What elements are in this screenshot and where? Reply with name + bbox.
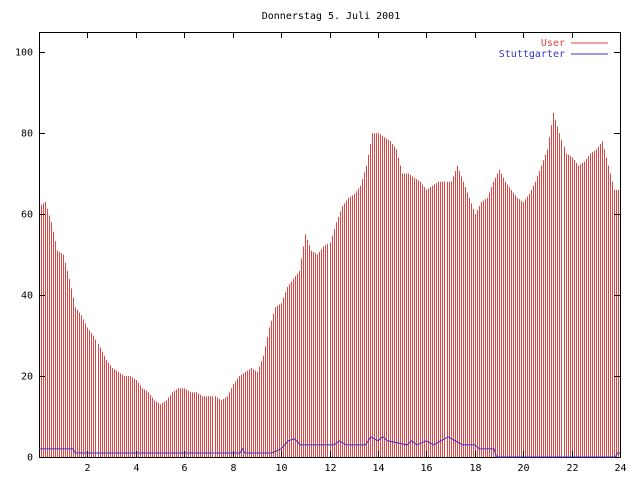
legend-user-label: User [541, 38, 565, 49]
x-tick-label: 18 [469, 463, 481, 474]
chart-title: Donnerstag 5. Juli 2001 [262, 11, 400, 22]
stuttgarter-line-layer [39, 436, 620, 458]
user-bars [39, 112, 621, 457]
x-tick-label: 12 [324, 463, 336, 474]
x-tick-label: 24 [614, 463, 626, 474]
x-tick-label: 20 [517, 463, 529, 474]
y-tick-label: 40 [21, 291, 33, 302]
y-tick-label: 0 [27, 453, 33, 464]
x-tick-label: 14 [372, 463, 384, 474]
y-tick-label: 20 [21, 372, 33, 383]
x-tick-label: 8 [230, 463, 236, 474]
x-tick-label: 4 [133, 463, 139, 474]
x-tick-label: 10 [275, 463, 287, 474]
y-tick-label: 100 [15, 48, 33, 59]
x-tick-label: 22 [566, 463, 578, 474]
x-tick-label: 6 [181, 463, 187, 474]
stuttgarter-line [39, 436, 620, 458]
y-tick-label: 60 [21, 210, 33, 221]
y-tick-label: 80 [21, 129, 33, 140]
x-tick-label: 16 [420, 463, 432, 474]
x-tick-label: 2 [84, 463, 90, 474]
legend: User Stuttgarter [499, 38, 608, 60]
legend-stuttgarter-label: Stuttgarter [499, 49, 565, 60]
